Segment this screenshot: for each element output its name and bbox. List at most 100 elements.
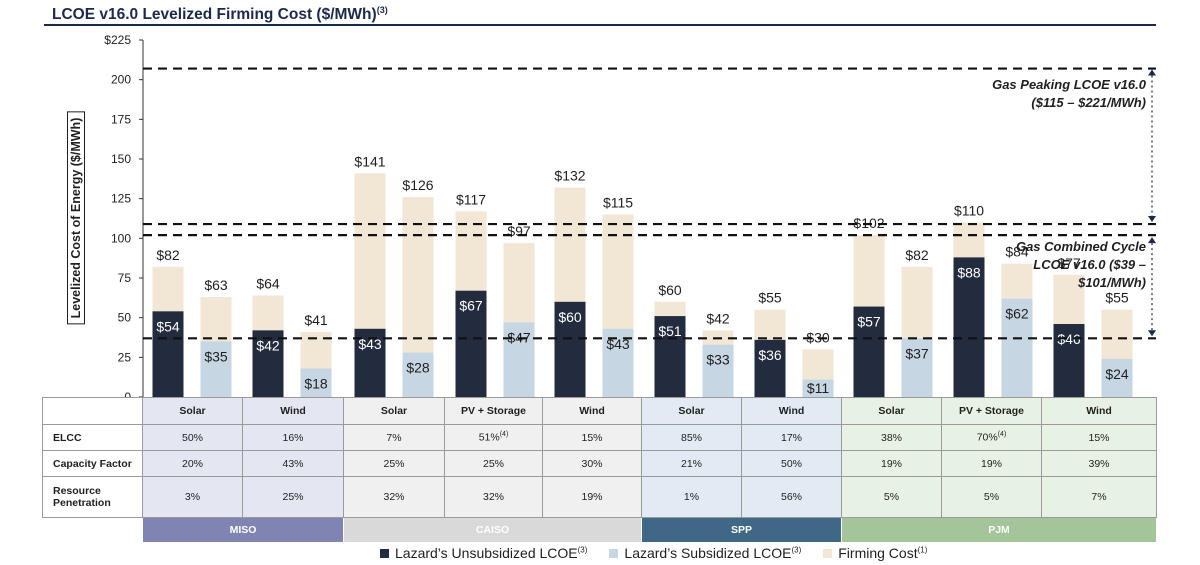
base-value-label: $88 <box>957 264 981 280</box>
legend-label: Lazard’s Unsubsidized LCOE <box>395 545 578 561</box>
technology-header: Solar <box>142 397 243 425</box>
legend-label: Firming Cost <box>838 545 918 561</box>
total-value-label: $110 <box>954 202 984 218</box>
sub-base-bar <box>300 368 332 397</box>
unsub-base-bar <box>252 330 284 397</box>
sub-base-bar <box>200 341 232 397</box>
table-row: Resource Penetration 3% 25% 32% 32% 19% 1% 56% 5… <box>42 476 1157 518</box>
table-cell: 30% <box>542 450 642 477</box>
chart-title: LCOE v16.0 Levelized Firming Cost ($/MWh… <box>52 5 388 24</box>
sub-base-bar <box>1101 358 1133 397</box>
sub-firming-bar <box>200 297 232 342</box>
base-value-label: $33 <box>706 352 730 368</box>
unsub-base-bar <box>953 257 985 397</box>
technology-header: PV + Storage <box>444 397 543 425</box>
table-cell: 15% <box>542 424 642 451</box>
technology-header: Wind <box>542 397 642 425</box>
technology-header: Solar <box>841 397 942 425</box>
base-value-label: $42 <box>256 337 280 353</box>
base-value-label: $37 <box>905 345 929 361</box>
base-value-label: $43 <box>606 336 630 352</box>
table-cell: 5% <box>841 476 942 518</box>
legend-swatch <box>380 549 389 558</box>
cc-annotation-line3: $101/MWh) <box>1077 275 1146 290</box>
total-value-label: $42 <box>706 310 730 326</box>
peaking-annotation-line2: ($115 – $221/MWh) <box>1031 95 1146 110</box>
region-blank <box>42 517 143 543</box>
legend-item: Lazard’s Unsubsidized LCOE(3) <box>380 545 587 561</box>
total-value-label: $97 <box>507 223 531 239</box>
table-row: ELCC 50% 16% 7% 51%(4) 15% 85% 17% 38% 70%(4) 15% <box>42 424 1157 451</box>
base-value-label: $28 <box>406 360 430 376</box>
legend-label: Lazard’s Subsidized LCOE <box>624 545 792 561</box>
base-value-label: $51 <box>658 323 682 339</box>
total-value-label: $55 <box>1105 290 1129 306</box>
table-cell: 85% <box>641 424 742 451</box>
sub-base-bar <box>402 352 434 397</box>
sub-firming-bar <box>802 349 834 380</box>
table-cell: 1% <box>641 476 742 518</box>
table-cell: 38% <box>841 424 942 451</box>
base-value-label: $60 <box>558 309 582 325</box>
base-value-label: $62 <box>1005 306 1029 322</box>
table-cell: 16% <box>242 424 344 451</box>
row-label-blank <box>42 397 143 425</box>
row-label: Resource Penetration <box>42 476 143 518</box>
unsub-firming-bar <box>754 309 786 340</box>
unsub-base-bar <box>152 311 184 397</box>
table-cell: 39% <box>1041 450 1157 477</box>
sub-base-bar <box>602 328 634 397</box>
base-value-label: $35 <box>204 348 228 364</box>
total-value-label: $82 <box>156 247 180 263</box>
total-value-label: $77 <box>1057 255 1081 271</box>
unsub-base-bar <box>754 339 786 397</box>
assumptions-table: Solar Wind Solar PV + Storage Wind Solar Wind S… <box>42 397 1157 543</box>
table-cell: 7% <box>343 424 445 451</box>
row-label: Capacity Factor <box>42 450 143 477</box>
base-value-label: $36 <box>758 347 782 363</box>
table-cell: 20% <box>142 450 243 477</box>
sub-firming-bar <box>1101 309 1133 359</box>
table-cell: 50% <box>741 450 842 477</box>
y-tick-label: 100 <box>111 231 131 245</box>
table-cell: 32% <box>343 476 445 518</box>
sub-base-bar <box>901 338 933 397</box>
total-value-label: $55 <box>758 290 782 306</box>
unsub-base-bar <box>554 301 586 397</box>
total-value-label: $84 <box>1005 244 1029 260</box>
legend-swatch <box>823 549 833 558</box>
total-value-label: $126 <box>402 177 433 193</box>
total-value-label: $41 <box>304 312 328 328</box>
base-value-label: $54 <box>156 318 180 334</box>
total-value-label: $117 <box>456 191 486 207</box>
sub-firming-bar <box>402 197 434 353</box>
technology-header: Solar <box>641 397 742 425</box>
base-value-label: $11 <box>807 380 830 396</box>
technology-header: Wind <box>242 397 344 425</box>
title-rule <box>44 24 1156 26</box>
unsub-firming-bar <box>554 187 586 302</box>
base-value-label: $57 <box>857 314 881 330</box>
unsub-firming-bar <box>654 301 686 317</box>
table-cell: 25% <box>444 450 543 477</box>
table-cell: 5% <box>941 476 1042 518</box>
legend-footnote: (1) <box>917 545 928 555</box>
total-value-label: $141 <box>354 153 385 169</box>
legend-footnote: (3) <box>791 545 802 555</box>
chart-legend: Lazard’s Unsubsidized LCOE(3) Lazard’s Su… <box>380 545 949 561</box>
technology-header: Wind <box>741 397 842 425</box>
y-tick-label: 150 <box>111 152 131 166</box>
region-row: MISO CAISO SPP PJM <box>42 517 1157 543</box>
sub-base-bar <box>702 344 734 397</box>
sub-firming-bar <box>602 214 634 329</box>
y-tick-label: $225 <box>104 33 131 47</box>
region-label: MISO <box>142 517 344 543</box>
base-value-label: $67 <box>459 298 483 314</box>
unsub-base-bar <box>1053 324 1085 397</box>
legend-footnote: (3) <box>577 545 588 555</box>
y-tick-label: 175 <box>111 112 131 126</box>
technology-header: Wind <box>1041 397 1157 425</box>
cc-arrow-up <box>1148 237 1156 244</box>
legend-swatch <box>609 549 619 558</box>
table-row: Capacity Factor 20% 43% 25% 25% 30% 21% 50% 19% 1… <box>42 450 1157 477</box>
